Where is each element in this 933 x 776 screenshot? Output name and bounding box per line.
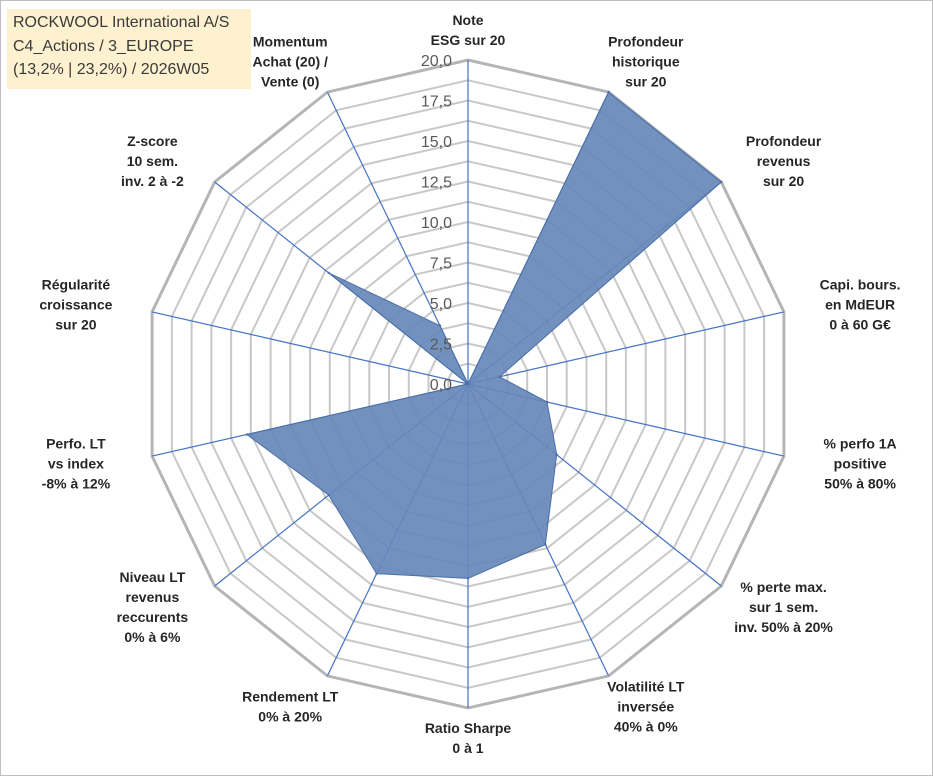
category-label: Régularité croissance sur 20 [39, 276, 112, 332]
category-label-line: Achat (20) / [252, 54, 328, 70]
tick-label: 10,0 [421, 215, 452, 232]
tick-label: 7,5 [430, 256, 452, 273]
category-label-line: 0% à 6% [124, 629, 181, 645]
category-label-line: sur 1 sem. [749, 599, 818, 615]
title-line-2: C4_Actions / 3_EUROPE [13, 37, 194, 55]
category-label: Momentum Achat (20) / Vente (0) [252, 34, 328, 90]
chart-title-box: ROCKWOOL International A/S C4_Actions / … [7, 9, 251, 89]
data-point [245, 433, 249, 436]
tick-label: 5,0 [430, 296, 452, 313]
category-label-line: -8% à 12% [42, 476, 111, 492]
data-point [466, 382, 470, 386]
data-point [545, 400, 549, 404]
category-label: Perfo. LT vs index -8% à 12% [42, 436, 111, 492]
tick-label: 12,5 [421, 175, 452, 192]
category-label-line: Volatilité LT [607, 679, 685, 695]
category-label: Z-score 10 sem. inv. 2 à -2 [121, 133, 184, 189]
title-line-3: (13,2% | 23,2%) / 2026W05 [13, 61, 210, 78]
category-label-line: revenus [126, 589, 180, 605]
category-label-line: Ratio Sharpe [425, 720, 512, 736]
category-label: Rendement LT 0% à 20% [242, 689, 339, 725]
data-point [720, 180, 723, 184]
category-label-line: % perfo 1A [824, 436, 897, 452]
category-label-line: Momentum [253, 34, 328, 50]
data-point [607, 90, 610, 94]
category-label: % perfo 1A positive 50% à 80% [824, 436, 897, 492]
data-point [466, 577, 470, 580]
category-label-line: Profondeur [608, 34, 684, 50]
data-point [438, 324, 442, 327]
category-label-line: Profondeur [746, 133, 822, 149]
category-label-line: 40% à 0% [614, 719, 678, 735]
category-label: Profondeur revenus sur 20 [746, 133, 822, 189]
data-point [544, 543, 547, 546]
category-label: Profondeur historique sur 20 [608, 34, 684, 90]
tick-label: 17,5 [421, 94, 452, 111]
category-label-line: 0 à 1 [452, 740, 483, 756]
category-label-line: Capi. bours. [820, 276, 901, 292]
category-label-line: inv. 50% à 20% [734, 619, 833, 635]
category-label-line: vs index [48, 456, 104, 472]
category-label-line: Perfo. LT [46, 436, 106, 452]
category-label: % perte max. sur 1 sem. inv. 50% à 20% [734, 579, 833, 635]
category-label-line: sur 20 [625, 74, 666, 90]
category-label-line: 10 sem. [127, 153, 178, 169]
category-label-line: Vente (0) [261, 74, 319, 90]
category-label-line: ESG sur 20 [431, 32, 506, 48]
category-label-line: 50% à 80% [824, 476, 896, 492]
category-label-line: croissance [39, 296, 112, 312]
tick-label: 0,0 [430, 377, 452, 394]
category-label-line: sur 20 [55, 316, 96, 332]
title-line-1: ROCKWOOL International A/S [13, 14, 230, 31]
tick-label: 2,5 [430, 337, 452, 354]
category-label: Ratio Sharpe 0 à 1 [425, 720, 512, 756]
category-label-line: Z-score [127, 133, 178, 149]
category-label-line: 0% à 20% [258, 709, 322, 725]
category-label-line: positive [834, 456, 887, 472]
category-label-line: inversée [617, 699, 674, 715]
category-label-line: reccurents [117, 609, 189, 625]
category-label-line: % perte max. [740, 579, 826, 595]
category-label: Volatilité LT inversée 40% à 0% [607, 679, 685, 735]
category-label: Capi. bours. en MdEUR 0 à 60 G€ [820, 276, 901, 332]
axis-spoke [467, 311, 785, 385]
category-label-line: Note [452, 12, 483, 28]
category-label-line: Niveau LT [119, 569, 185, 585]
data-point [375, 572, 378, 575]
tick-label: 15,0 [421, 134, 452, 151]
category-label: Niveau LT revenus reccurents 0% à 6% [117, 569, 189, 645]
category-label-line: historique [612, 54, 680, 70]
category-label-line: Régularité [42, 276, 111, 292]
category-label-line: sur 20 [763, 173, 804, 189]
data-point [555, 453, 558, 456]
category-label-line: Rendement LT [242, 689, 339, 705]
category-label-line: revenus [757, 153, 811, 169]
category-label-line: inv. 2 à -2 [121, 173, 184, 189]
data-point [327, 271, 330, 275]
axis-spoke [151, 311, 469, 385]
category-label-line: 0 à 60 G€ [829, 316, 891, 332]
category-label: Note ESG sur 20 [431, 12, 506, 48]
data-point [327, 493, 330, 497]
category-label-line: en MdEUR [825, 296, 895, 312]
tick-label: 20,0 [421, 53, 452, 70]
data-point [498, 375, 501, 378]
